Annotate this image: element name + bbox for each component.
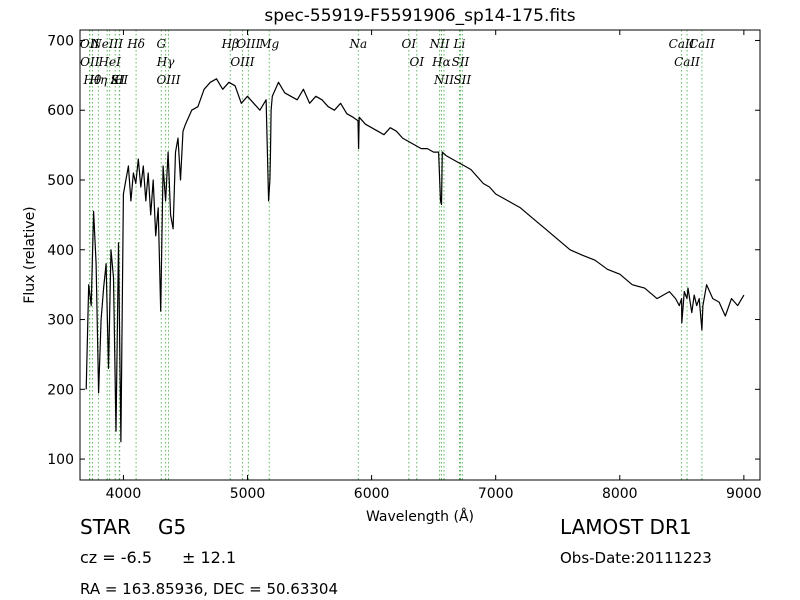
coordinates: RA = 163.85936, DEC = 50.63304 [80,580,339,598]
spectral-line-label: OIII [236,37,260,51]
redshift-cz-error: ± 12.1 [182,548,237,567]
x-tick-label: 6000 [354,486,390,502]
spectral-line-label: SII [452,55,470,69]
spectral-line-label: CaII [689,37,715,51]
spectral-line-label: HeI [98,55,122,69]
y-axis-label: Flux (relative) [22,206,38,303]
redshift-cz: cz = -6.5 [80,548,152,567]
y-tick-label: 400 [47,243,74,259]
spectral-line-label: NeIII [90,37,123,51]
spectral-line-label: SII [453,73,471,87]
spectral-line-label: Hβ [221,37,239,51]
spectral-line-label: OIII [230,55,254,69]
y-tick-label: 100 [47,452,74,468]
x-tick-label: 7000 [478,486,514,502]
survey-name: LAMOST DR1 [560,515,692,539]
y-tick-label: 200 [47,382,74,398]
spectral-line-label: Hα [431,55,451,69]
y-tick-label: 700 [47,33,74,49]
spectral-line-label: K [110,73,121,87]
observation-date: Obs-Date:20111223 [560,549,712,567]
spectrum-line [85,78,745,443]
y-tick-label: 300 [47,313,74,329]
x-axis-label: Wavelength (Å) [366,508,474,525]
y-tick-label: 600 [47,103,74,119]
spectral-line-label: OII [80,55,100,69]
spectral-line-label: SII [110,73,128,87]
spectral-line-label: Mg [258,37,279,51]
spectral-line-label: NII [433,73,454,87]
plot-frame [79,29,761,481]
spectral-line-label: CaII [674,55,700,69]
spectral-line-label: Hη [89,73,108,87]
spectral-line-label: Hθ [83,73,102,87]
object-class: STAR [80,515,131,539]
spectral-line-label: H [113,73,125,87]
spectral-line-label: CaII [669,37,695,51]
y-tick-label: 500 [47,173,74,189]
spectral-line-label: OI [409,55,424,69]
x-tick-label: 9000 [726,486,762,502]
spectral-line-label: Hδ [126,37,145,51]
spectral-line-label: OI [402,37,417,51]
spectral-line-label: Li [453,37,466,51]
spectral-line-label: NII [429,37,450,51]
object-subclass: G5 [158,515,187,539]
x-tick-label: 4000 [106,486,142,502]
spectral-line-label: OIII [156,73,180,87]
x-tick-label: 8000 [602,486,638,502]
spectral-line-label: Na [349,37,368,51]
spectral-line-label: Hγ [156,55,175,69]
x-tick-label: 5000 [230,486,266,502]
chart-title: spec-55919-F5591906_sp14-175.fits [264,6,576,26]
spectral-line-label: G [156,37,166,51]
